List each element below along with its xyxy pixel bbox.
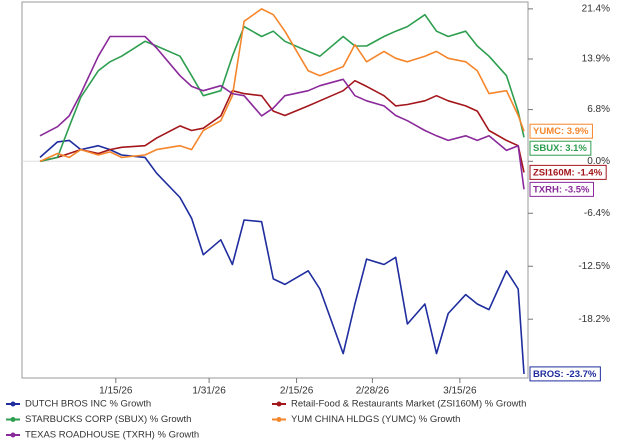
y-tick-label: -18.2% [578,314,610,325]
end-label-text: BROS: -23.7% [533,369,597,380]
end-label-text: YUMC: 3.9% [533,126,589,137]
end-label: ZSI160M: -1.4% [529,164,607,180]
legend-label: DUTCH BROS INC % Growth [25,399,151,410]
y-tick-label: 21.4% [582,4,610,15]
end-label: BROS: -23.7% [529,366,601,382]
series-line [39,79,525,173]
end-label: YUMC: 3.9% [529,123,593,139]
series-line [39,139,525,374]
end-label: SBUX: 3.1% [529,140,592,156]
legend-dot [276,417,282,422]
end-label-box [529,366,601,382]
legend-label: YUM CHINA HLDGS (YUMC) % Growth [291,414,460,425]
end-label-text: SBUX: 3.1% [533,143,587,154]
legend-label: Retail-Food & Restaurants Market (ZSI160… [291,399,526,410]
legend-dot [10,401,16,407]
y-tick-label: 0.0% [587,156,610,167]
end-label-text: ZSI160M: -1.4% [533,167,603,178]
plot-frame [21,1,529,379]
y-tick-label: 13.9% [582,54,610,65]
series-line [39,13,525,163]
x-tick-label: 2/28/26 [356,386,390,397]
legend-label: TEXAS ROADHOUSE (TXRH) % Growth [25,430,199,441]
y-tick-label: -6.4% [584,208,610,219]
legend-label: STARBUCKS CORP (SBUX) % Growth [25,414,191,425]
end-label-box [529,123,593,139]
end-label-box [529,164,607,180]
legend-dot [10,417,16,422]
legend-dot [276,401,282,407]
end-label-box [529,181,594,197]
x-tick-label: 2/15/26 [280,386,314,397]
series-line [39,8,525,163]
end-label-box [529,140,592,156]
x-tick-label: 3/15/26 [443,386,477,397]
legend-dot [10,432,16,438]
x-tick-label: 1/15/26 [99,386,133,397]
x-tick-label: 1/31/26 [192,386,226,397]
end-label-text: TXRH: -3.5% [533,184,590,195]
y-tick-label: 6.8% [587,104,610,115]
end-label: TXRH: -3.5% [529,181,594,197]
y-tick-label: -12.5% [578,261,610,272]
series-line [39,35,525,190]
